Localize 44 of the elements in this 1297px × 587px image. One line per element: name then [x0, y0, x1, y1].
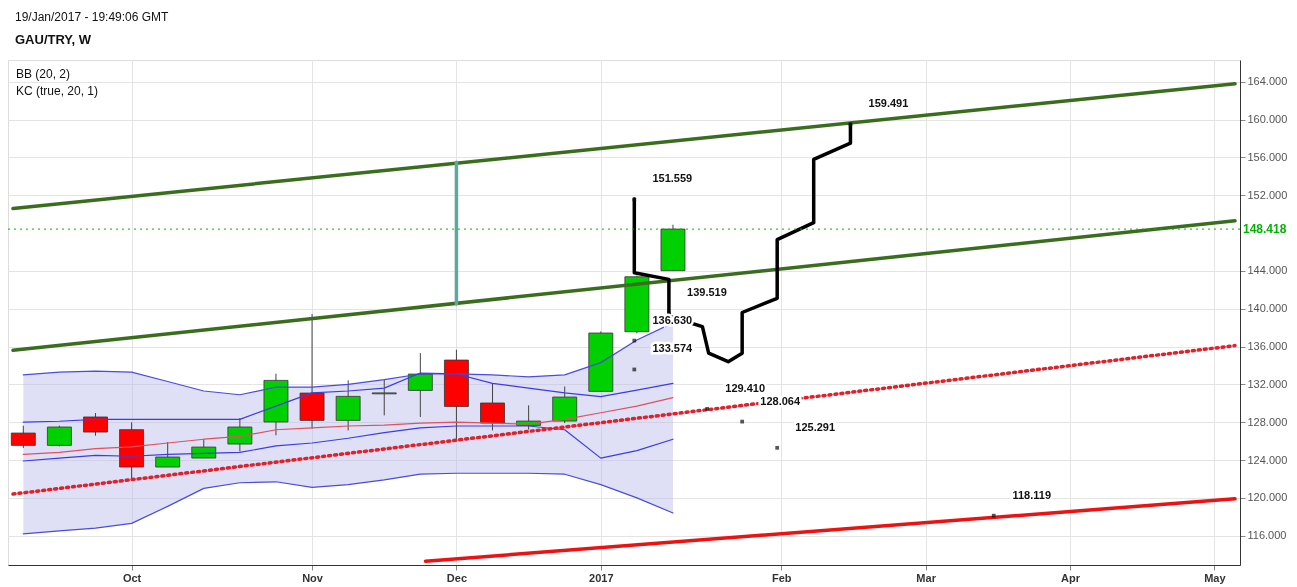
- annotation: 118.119: [1012, 488, 1052, 501]
- annotation: 151.559: [652, 172, 693, 185]
- y-tick-label: 160.000: [1247, 113, 1288, 126]
- candlestick: [83, 412, 108, 437]
- y-tick-label: 124.000: [1247, 453, 1288, 466]
- annotation: 159.491: [868, 97, 909, 110]
- x-tick-label: Oct: [122, 571, 142, 584]
- y-tick-label: 140.000: [1247, 302, 1288, 315]
- x-tick-label: Mar: [916, 571, 937, 584]
- x-tick-label: Nov: [302, 571, 324, 584]
- line-series: [22, 425, 674, 462]
- x-tick-label: May: [1204, 571, 1227, 584]
- y-tick-label: 116.000: [1247, 529, 1287, 542]
- candlestick: [10, 425, 36, 449]
- y-tick-label: 120.000: [1247, 491, 1288, 504]
- candlestick: [480, 382, 505, 431]
- chart-title: GAU/TRY, W: [15, 32, 92, 47]
- ref-line-label: 148.418: [1243, 222, 1287, 237]
- x-tick-label: 2017: [589, 571, 614, 584]
- y-tick-label: 164.000: [1247, 75, 1288, 88]
- candlestick: [371, 378, 397, 416]
- line-series: [22, 397, 674, 455]
- x-tick-label: Feb: [771, 571, 792, 584]
- candlestick: [155, 441, 181, 468]
- annotation: BB (20, 2): [16, 67, 71, 81]
- annotation: 139.519: [687, 286, 727, 299]
- y-tick-label: 156.000: [1247, 150, 1288, 163]
- y-tick-label: 152.000: [1247, 188, 1288, 201]
- candlestick: [407, 352, 433, 418]
- candlestick: [227, 417, 253, 452]
- candlestick: [191, 438, 217, 459]
- annotation: 133.574: [652, 342, 694, 355]
- y-tick-label: 144.000: [1247, 264, 1288, 277]
- annotation: 129.410: [725, 381, 766, 394]
- annotation: KC (true, 20, 1): [16, 84, 99, 98]
- y-tick-label: 136.000: [1247, 340, 1288, 353]
- y-tick-label: 132.000: [1247, 377, 1288, 390]
- line-series: [22, 472, 674, 535]
- line-series: [22, 372, 674, 423]
- text: 19/Jan/2017 - 19:49:06 GMT: [15, 10, 170, 24]
- x-tick-label: Dec: [446, 571, 468, 584]
- y-tick-label: 128.000: [1247, 415, 1288, 428]
- x-tick-label: Apr: [1061, 571, 1081, 584]
- annotation: 125.291: [795, 420, 836, 433]
